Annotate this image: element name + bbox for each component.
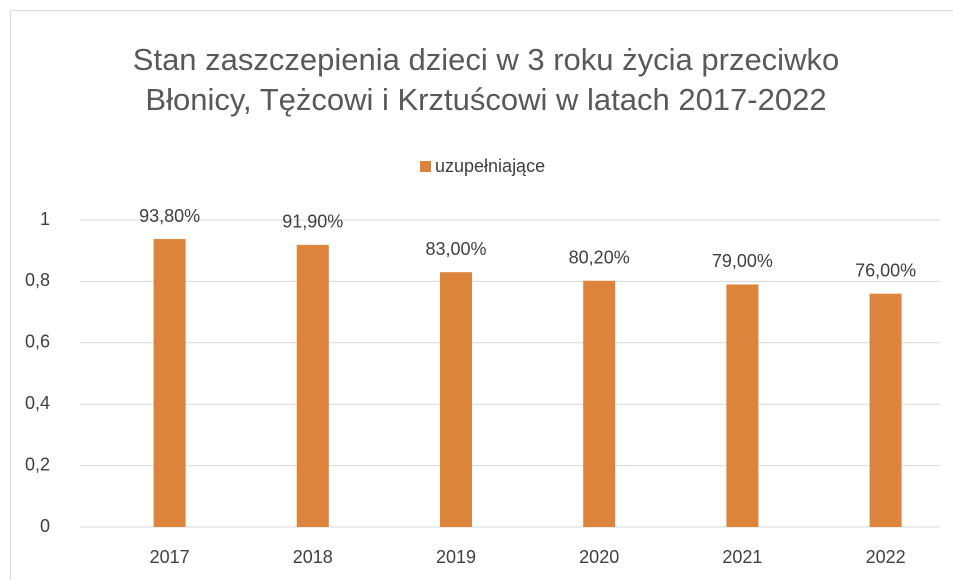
data-label: 93,80% bbox=[139, 206, 200, 226]
y-tick-label: 0 bbox=[40, 516, 50, 536]
x-tick-label: 2020 bbox=[579, 547, 619, 567]
data-label: 91,90% bbox=[282, 212, 343, 232]
data-label: 76,00% bbox=[855, 260, 916, 280]
bar bbox=[726, 284, 759, 527]
data-label: 79,00% bbox=[712, 251, 773, 271]
x-tick-label: 2021 bbox=[722, 547, 762, 567]
y-tick-label: 0,8 bbox=[25, 270, 50, 290]
bar bbox=[583, 280, 616, 527]
data-label: 80,20% bbox=[569, 248, 630, 268]
bar bbox=[440, 272, 472, 527]
bar bbox=[153, 239, 186, 527]
y-tick-label: 1 bbox=[40, 209, 50, 229]
x-tick-label: 2019 bbox=[436, 547, 476, 567]
x-tick-label: 2022 bbox=[866, 547, 906, 567]
y-tick-label: 0,4 bbox=[25, 393, 50, 413]
chart-title: Stan zaszczepienia dzieci w 3 roku życia… bbox=[132, 42, 840, 117]
y-tick-label: 0,6 bbox=[25, 332, 50, 352]
x-tick-label: 2017 bbox=[150, 547, 190, 567]
x-tick-label: 2018 bbox=[293, 547, 333, 567]
data-label: 83,00% bbox=[425, 239, 486, 259]
bar bbox=[296, 244, 329, 527]
legend-swatch bbox=[420, 161, 431, 172]
y-tick-label: 0,2 bbox=[25, 454, 50, 474]
bar bbox=[869, 293, 902, 527]
legend-label: uzupełniające bbox=[435, 156, 545, 176]
